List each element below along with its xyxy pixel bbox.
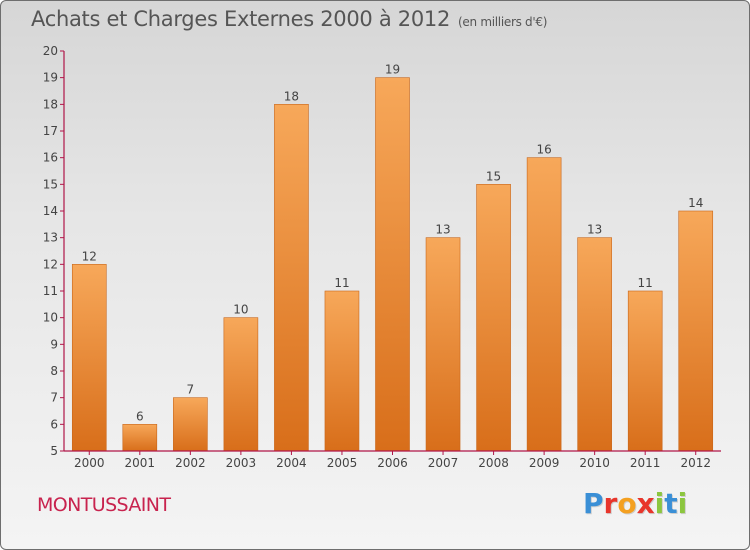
y-tick-label: 15 (43, 177, 58, 191)
y-tick-label: 5 (50, 444, 58, 458)
y-axis-ticks: 5 6 7 8 9 10 11 12 13 14 15 16 17 18 19 20 (43, 44, 64, 458)
y-tick-label: 11 (43, 284, 58, 298)
bar-2003[interactable] (223, 317, 259, 452)
unit-label: (en milliers d'€) (458, 15, 548, 29)
x-tick-label: 2004 (276, 456, 307, 470)
logo-letter: i (677, 487, 688, 520)
y-tick-label: 17 (43, 124, 58, 138)
bar-2012[interactable] (678, 210, 714, 452)
x-tick-label: 2011 (630, 456, 661, 470)
x-tick-label: 2003 (226, 456, 257, 470)
y-tick-label: 7 (50, 391, 58, 405)
bar-2001[interactable] (122, 424, 158, 452)
y-tick-label: 12 (43, 257, 58, 271)
data-label: 13 (435, 223, 450, 237)
data-label: 12 (82, 249, 97, 263)
data-label: 15 (486, 169, 501, 183)
logo-letter: P (583, 487, 604, 520)
x-tick-label: 2006 (377, 456, 408, 470)
bar-2011[interactable] (627, 290, 663, 452)
logo-letter: o (617, 487, 637, 520)
y-tick-label: 16 (43, 151, 58, 165)
data-label: 18 (284, 89, 299, 103)
bar-2005[interactable] (324, 290, 360, 452)
bar-2010[interactable] (577, 237, 612, 452)
chart-title: Achats et Charges Externes 2000 à 2012 (e… (31, 7, 547, 31)
data-label: 7 (187, 383, 195, 397)
data-label: 11 (334, 276, 349, 290)
data-label: 13 (587, 223, 602, 237)
chart-title-text: Achats et Charges Externes 2000 à 2012 (31, 7, 451, 31)
y-tick-label: 14 (43, 204, 58, 218)
x-tick-label: 2002 (175, 456, 206, 470)
commune-name: MONTUSSAINT (37, 494, 171, 516)
x-tick-label: 2009 (529, 456, 560, 470)
y-tick-label: 10 (43, 311, 58, 325)
logo-letter: r (603, 487, 618, 520)
y-tick-label: 20 (43, 44, 58, 58)
bar-2006[interactable] (375, 77, 410, 452)
y-tick-label: 13 (43, 231, 58, 245)
data-label: 6 (136, 409, 144, 423)
x-tick-label: 2001 (125, 456, 156, 470)
bar-2004[interactable] (274, 104, 309, 452)
data-label: 11 (638, 276, 653, 290)
logo-letter: t (664, 487, 678, 520)
bars (71, 77, 714, 452)
bar-2000[interactable] (71, 264, 107, 452)
proxiti-logo[interactable]: Proxiti (583, 487, 687, 520)
x-axis-ticks: 2000 2001 2002 2003 2004 2005 2006 2007 2008 2009… (74, 451, 711, 470)
logo-letter: x (636, 487, 655, 520)
data-label: 16 (536, 143, 551, 157)
data-label: 19 (385, 63, 400, 77)
x-tick-label: 2010 (579, 456, 610, 470)
bar-2009[interactable] (526, 157, 562, 452)
y-tick-label: 9 (50, 337, 58, 351)
y-tick-label: 18 (43, 97, 58, 111)
x-tick-label: 2000 (74, 456, 105, 470)
data-label: 10 (233, 303, 248, 317)
bar-2007[interactable] (425, 237, 461, 452)
y-tick-label: 6 (50, 417, 58, 431)
data-labels: 12 6 7 10 18 11 19 13 15 16 13 11 14 (82, 63, 704, 424)
bar-2008[interactable] (476, 184, 511, 452)
data-label: 14 (688, 196, 703, 210)
y-tick-label: 19 (43, 71, 58, 85)
logo-letter: i (654, 487, 665, 520)
y-tick-label: 8 (50, 364, 58, 378)
x-tick-label: 2005 (327, 456, 358, 470)
bar-2002[interactable] (173, 397, 208, 452)
x-tick-label: 2012 (680, 456, 711, 470)
x-tick-label: 2008 (478, 456, 509, 470)
x-tick-label: 2007 (428, 456, 459, 470)
